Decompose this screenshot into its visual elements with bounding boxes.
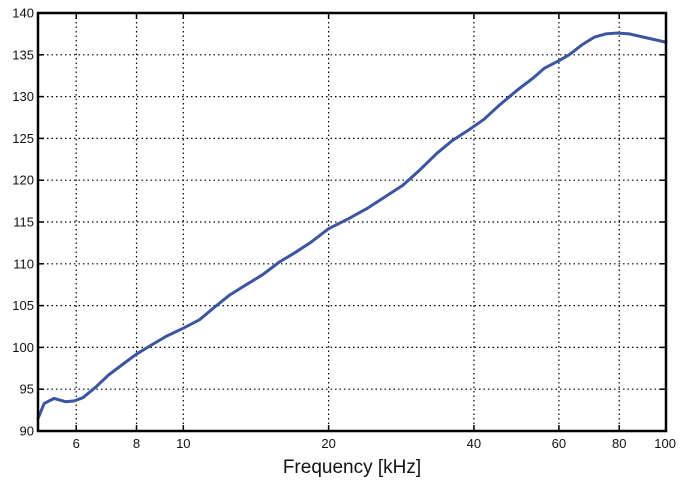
- x-tick-label: 100: [654, 436, 676, 451]
- series-line: [36, 31, 668, 420]
- series-layer: [36, 31, 668, 420]
- x-axis-title: Frequency [kHz]: [283, 457, 421, 478]
- y-tick-label: 125: [12, 131, 34, 146]
- x-tick-label: 80: [612, 436, 626, 451]
- y-tick-label: 130: [12, 89, 34, 104]
- grid: [38, 13, 666, 431]
- y-tick-label: 90: [20, 424, 34, 439]
- x-tick-label: 10: [176, 436, 190, 451]
- axis-ticks: [38, 12, 667, 432]
- y-tick-label: 95: [20, 382, 34, 397]
- y-tick-label: 100: [12, 340, 34, 355]
- y-tick-label: 115: [13, 215, 34, 230]
- x-tick-label: 60: [552, 436, 566, 451]
- x-tick-label: 8: [133, 436, 140, 451]
- x-tick-label: 20: [321, 436, 335, 451]
- y-tick-label: 135: [12, 47, 34, 62]
- y-tick-label: 120: [12, 173, 34, 188]
- x-tick-label: 6: [73, 436, 80, 451]
- tick-labels: 90 95 100 105 110 115 120 125 130 135 140 6 8 10 20 40 6…: [12, 6, 676, 452]
- x-tick-label: 40: [467, 436, 481, 451]
- plot-frame: [36, 11, 668, 433]
- y-tick-label: 110: [13, 256, 34, 271]
- y-tick-label: 105: [12, 298, 34, 313]
- y-tick-label: 140: [12, 6, 34, 21]
